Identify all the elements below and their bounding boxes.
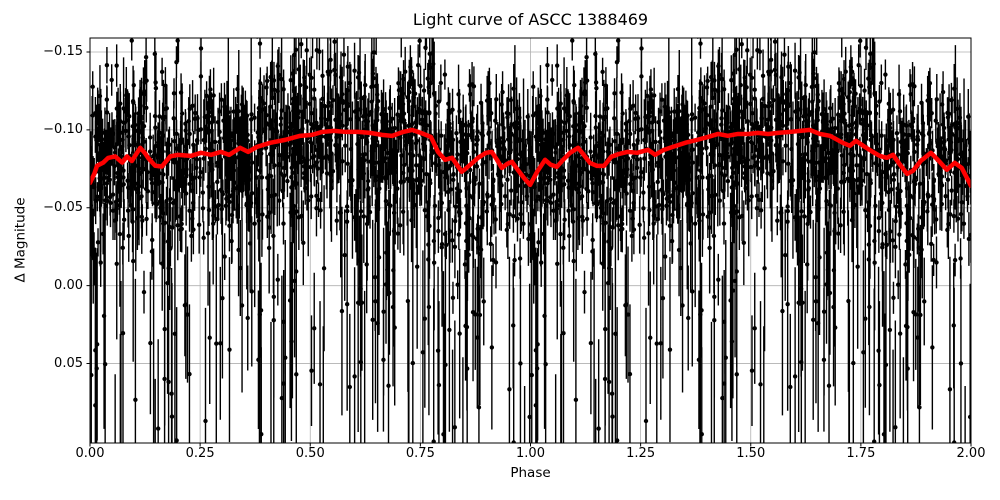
y-tick-label: 0.00 [54, 277, 83, 293]
x-axis-label: Phase [510, 465, 551, 481]
y-tick-label: −0.10 [43, 121, 83, 137]
x-tick-label: 1.50 [736, 446, 766, 461]
x-tick-label: 2.00 [956, 446, 986, 461]
plot-title: Light curve of ASCC 1388469 [412, 10, 649, 29]
y-tick-label: −0.15 [43, 44, 83, 60]
x-tick-label: 1.75 [846, 446, 876, 461]
y-axis-label: Δ Magnitude [12, 197, 29, 283]
x-tick-label: 1.00 [516, 446, 545, 461]
x-tick-label: 0.25 [185, 446, 215, 461]
y-tick-label: 0.05 [54, 355, 83, 371]
y-tick-label: −0.05 [43, 199, 83, 215]
x-tick-label: 0.50 [295, 446, 325, 461]
x-tick-label: 0.75 [405, 446, 435, 461]
x-tick-label: 0.00 [75, 446, 105, 461]
x-tick-label: 1.25 [626, 446, 656, 461]
